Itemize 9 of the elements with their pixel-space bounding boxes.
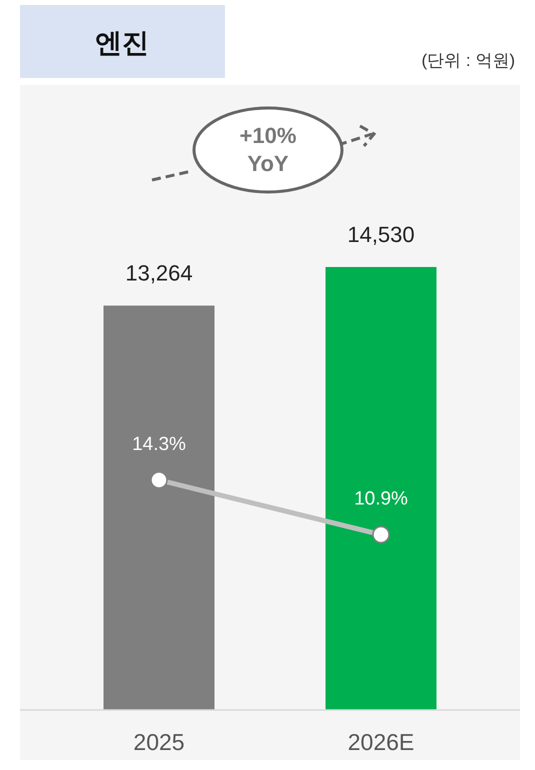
x-tick-label: 2025 [133,729,185,755]
data-label: 10.9% [354,488,408,510]
data-label: 14,530 [347,222,415,247]
chart-subtitle: (단위 : 억원) [422,51,515,70]
text: +10% YoY [240,123,296,176]
data-label: 14.3% [132,434,186,455]
x-tick-label: 2026E [348,729,414,755]
chart-title: 엔진 [95,28,149,58]
data-label: 13,264 [125,260,193,286]
